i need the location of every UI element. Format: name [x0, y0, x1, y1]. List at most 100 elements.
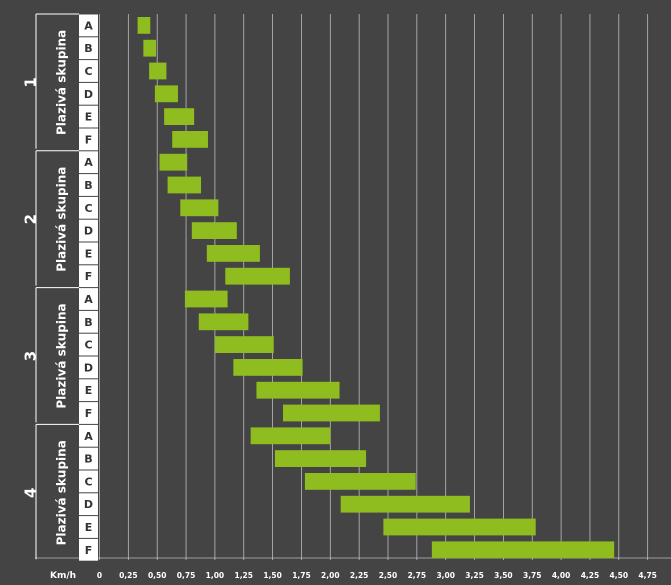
x-tick-label: 1,75 [292, 571, 311, 580]
x-tick-label: 1,50 [263, 571, 282, 580]
row-label-box [79, 105, 98, 128]
x-tick-label: 0,25 [119, 571, 138, 580]
row-label: B [84, 316, 92, 329]
row-label-box [79, 196, 98, 219]
row-label: A [84, 19, 93, 32]
row-label-box [79, 174, 98, 196]
row-label-box [79, 402, 98, 424]
x-tick-label: 1,00 [206, 571, 225, 580]
speed-bar [282, 404, 380, 422]
row-label: F [85, 544, 93, 557]
x-tick-label: 3,75 [523, 571, 542, 580]
row-label-box [79, 333, 98, 356]
row-label: C [84, 339, 92, 352]
speed-bar [233, 359, 303, 376]
x-tick-label: 0,75 [177, 571, 196, 580]
row-label-box [79, 219, 98, 242]
row-label-box [79, 288, 98, 310]
x-tick-label: 2,25 [350, 571, 369, 580]
row-label: E [85, 247, 93, 260]
row-label: E [85, 111, 93, 124]
row-label: E [85, 384, 93, 397]
x-tick-label: 4,25 [581, 571, 600, 580]
speed-bar [149, 62, 167, 80]
group-number: 2 [22, 214, 40, 224]
row-label-box [79, 516, 98, 538]
x-tick-label: 2,75 [408, 571, 427, 580]
speed-bar [214, 336, 274, 353]
x-tick-label: 3,50 [494, 571, 513, 580]
row-label-box [79, 37, 98, 60]
row-label: A [84, 293, 93, 306]
x-axis-label: Km/h [50, 571, 76, 581]
row-label: B [84, 179, 92, 192]
row-label-box [79, 82, 98, 105]
x-tick-label: 3,25 [465, 571, 484, 580]
speed-bar [167, 176, 202, 194]
group-number: 1 [22, 77, 40, 87]
row-label-box [79, 14, 98, 37]
row-label-box [79, 538, 98, 561]
speed-bar [256, 381, 340, 399]
speed-bar [137, 17, 151, 34]
row-label: D [84, 88, 93, 101]
row-label: C [84, 202, 92, 215]
row-label: C [84, 475, 92, 488]
speed-bar [184, 290, 228, 308]
x-tick-label: 4,50 [610, 571, 629, 580]
group-label: Plazivá skupina [55, 303, 69, 408]
x-tick-label: 0,50 [148, 571, 167, 580]
row-label-box [79, 310, 98, 333]
speed-bar [304, 473, 416, 490]
speed-bar [340, 495, 470, 513]
speed-bar [250, 427, 331, 445]
x-tick-label: 2,00 [321, 571, 340, 580]
row-label: F [85, 270, 93, 283]
speed-bar [274, 450, 367, 467]
row-label: B [84, 42, 92, 55]
row-label-box [79, 356, 98, 379]
speed-bar [180, 199, 219, 217]
x-tick-label: 4,00 [552, 571, 571, 580]
speed-bar [225, 267, 290, 285]
group-label: Plazivá skupina [55, 30, 69, 135]
speed-bar [164, 108, 195, 125]
x-tick-label: 2,50 [379, 571, 398, 580]
group-number: 4 [22, 488, 40, 498]
row-label-box [79, 493, 98, 516]
x-tick-label: 1,25 [234, 571, 253, 580]
row-label: E [85, 521, 93, 534]
speed-bar [159, 153, 188, 171]
group-label: Plazivá skupina [55, 440, 69, 545]
speed-bar [154, 85, 178, 103]
speed-bar [431, 541, 615, 559]
x-tick-label: 3,00 [436, 571, 455, 580]
group-label: Plazivá skupina [55, 167, 69, 272]
row-label-box [79, 151, 98, 174]
row-label: D [84, 361, 93, 374]
row-label: D [84, 498, 93, 511]
row-label: A [84, 156, 93, 169]
x-tick-label: 4,75 [638, 571, 657, 580]
speed-bar [206, 245, 260, 262]
row-label: F [85, 407, 93, 420]
row-label: B [84, 453, 92, 466]
row-label-box [79, 379, 98, 402]
speed-bar [143, 39, 157, 57]
row-label-box [79, 470, 98, 493]
row-label: D [84, 225, 93, 238]
row-label-box [79, 447, 98, 470]
speed-bar [191, 222, 237, 239]
group-number: 3 [22, 351, 40, 361]
row-label: A [84, 430, 93, 443]
row-label-box [79, 128, 98, 151]
speed-bar [172, 131, 208, 148]
speed-bar [198, 313, 249, 331]
row-label-box [79, 424, 98, 447]
row-label: C [84, 65, 92, 78]
row-label-box [79, 60, 98, 82]
speed-bar [383, 518, 536, 536]
row-label: F [85, 133, 93, 146]
row-label-box [79, 265, 98, 288]
